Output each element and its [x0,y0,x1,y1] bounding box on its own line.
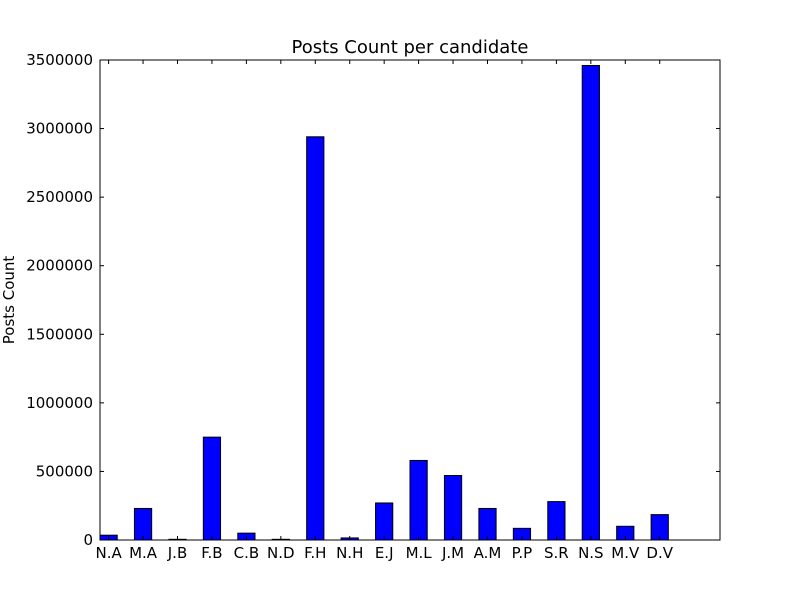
bar-ma [133,507,153,541]
bars-layer [99,64,669,541]
x-tick-label: P.P [512,544,533,562]
bar-jm [443,475,463,541]
y-axis-label: Posts Count [0,256,18,345]
bar-ml [409,459,428,541]
y-tick-label: 3000000 [26,120,93,138]
y-tick-label: 3500000 [26,51,93,69]
x-tick-label: N.D [267,544,295,562]
y-tick-label: 500000 [36,462,93,480]
y-tick-label: 2000000 [26,257,93,275]
x-tick-label: E.J [375,544,394,562]
bar-fh [306,136,325,541]
bar-am [478,507,497,541]
x-tick-label: F.B [201,544,222,562]
x-tick-label: N.S [578,544,604,562]
x-tick-label: J.B [167,544,187,562]
y-tick-label: 1000000 [26,394,93,412]
x-tick-label: M.A [129,544,158,562]
chart-title: Posts Count per candidate [292,37,529,58]
x-tick-label: A.M [474,544,502,562]
x-tick-label: D.V [646,544,673,562]
x-tick-label: F.H [304,544,326,562]
x-tick-label: J.M [441,544,464,562]
bar-fb [202,436,222,541]
y-tick-label: 0 [83,531,93,549]
y-tick-label: 1500000 [26,325,93,343]
x-tick-label: N.A [95,544,122,562]
bar-sr [547,501,566,541]
bar-ej [375,502,394,541]
ticks-layer: N.A M.A J.B F.B C.B N.D F.H N.H E.J M.L J.M A.M P.P S… [26,51,720,562]
x-tick-label: C.B [234,544,260,562]
bar-ns [581,64,600,541]
plot-frame [99,59,721,541]
x-tick-label: M.L [406,544,433,562]
y-tick-label: 2500000 [26,188,93,206]
x-tick-label: N.H [336,544,363,562]
x-tick-label: M.V [611,544,640,562]
x-tick-label: S.R [544,544,569,562]
